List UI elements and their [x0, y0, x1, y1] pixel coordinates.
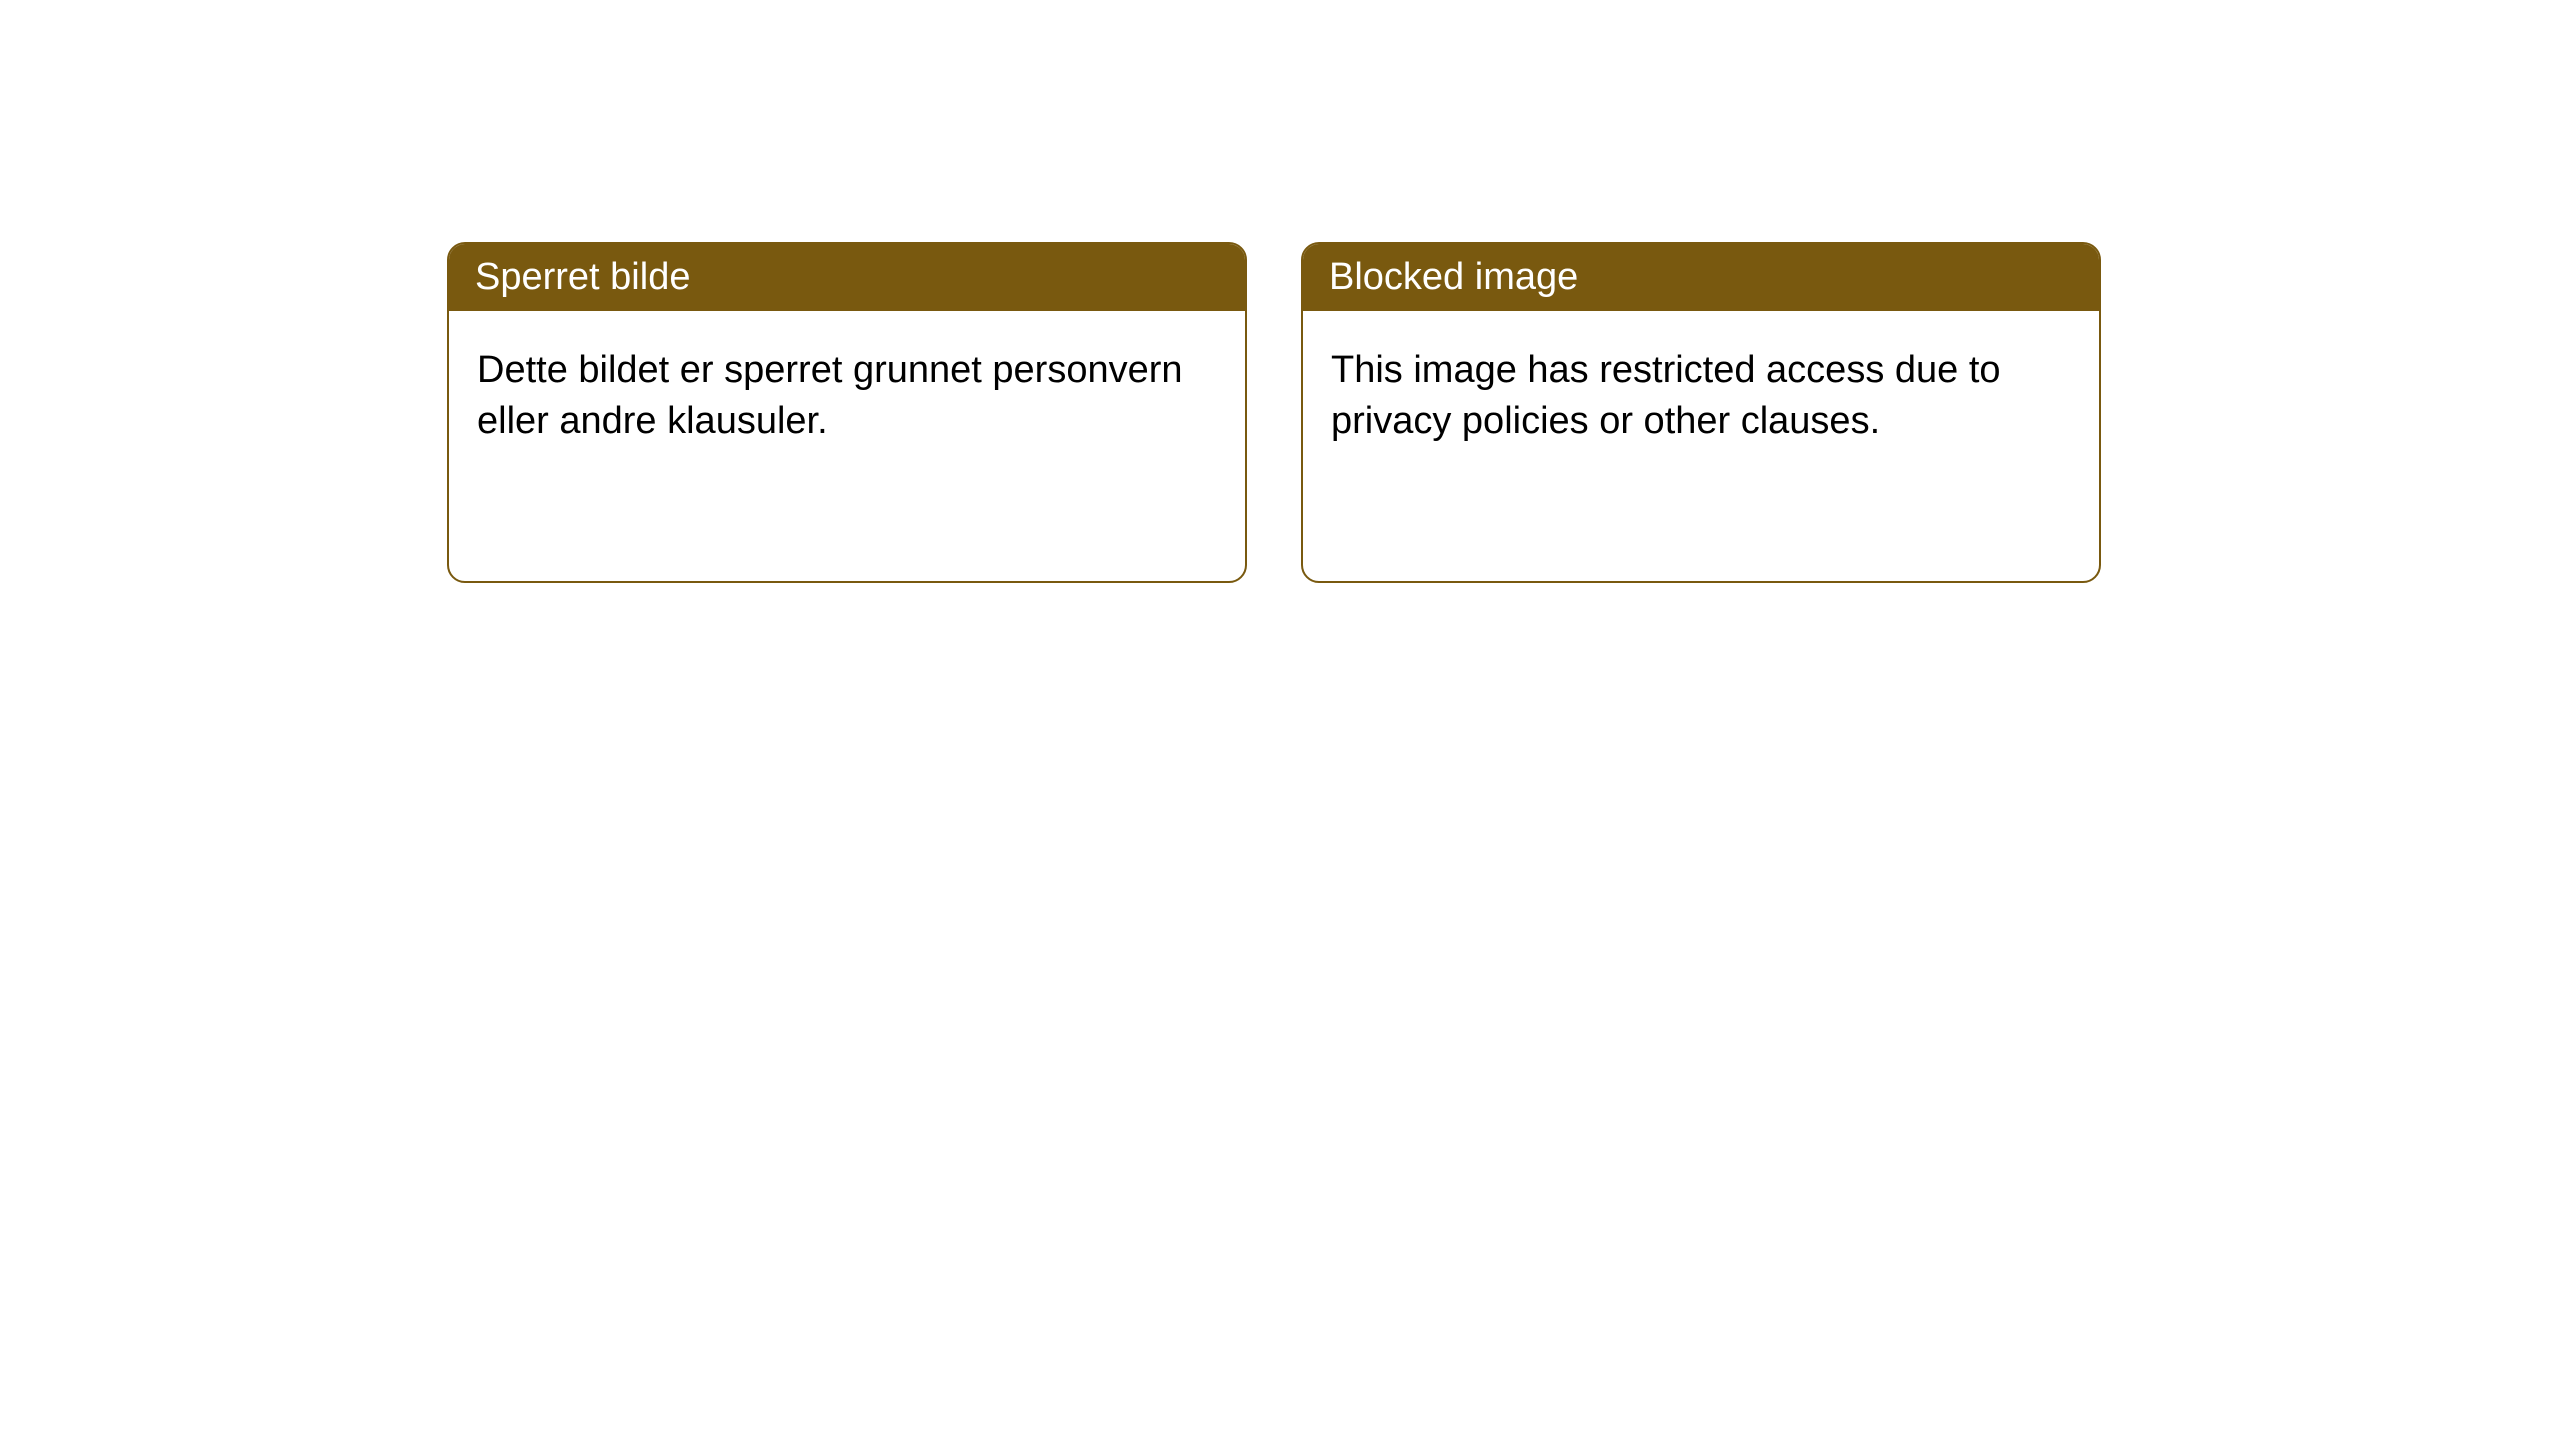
notice-container: Sperret bilde Dette bildet er sperret gr…: [0, 0, 2560, 583]
notice-title: Sperret bilde: [475, 256, 690, 298]
notice-body: Dette bildet er sperret grunnet personve…: [449, 311, 1245, 581]
notice-title: Blocked image: [1329, 256, 1578, 298]
notice-card-norwegian: Sperret bilde Dette bildet er sperret gr…: [447, 242, 1247, 583]
notice-card-english: Blocked image This image has restricted …: [1301, 242, 2101, 583]
notice-header: Sperret bilde: [449, 244, 1245, 311]
notice-header: Blocked image: [1303, 244, 2099, 311]
notice-body: This image has restricted access due to …: [1303, 311, 2099, 581]
notice-body-text: Dette bildet er sperret grunnet personve…: [477, 349, 1183, 442]
notice-body-text: This image has restricted access due to …: [1331, 349, 2001, 442]
